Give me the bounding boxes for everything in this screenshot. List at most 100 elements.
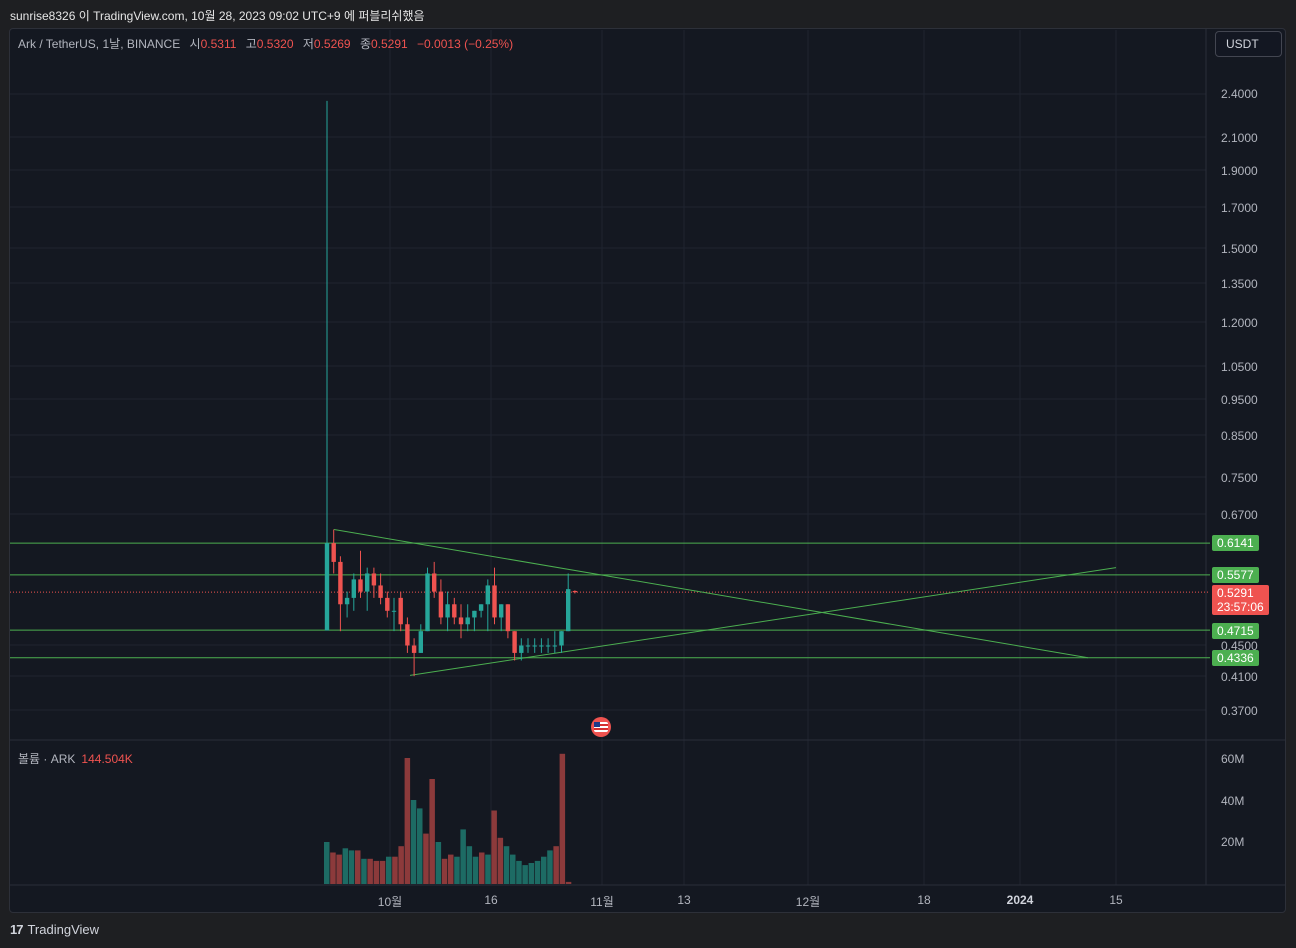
candle-body	[398, 597, 403, 625]
price-axis-label: 0.4100	[1221, 670, 1258, 684]
footer: 17 TradingView	[10, 922, 99, 937]
candle-body	[559, 631, 564, 646]
volume-bar	[348, 850, 355, 884]
level-tag[interactable]: 0.5577	[1212, 567, 1259, 583]
open-value: 0.5311	[200, 37, 237, 51]
price-axis-label: 0.4500	[1221, 639, 1258, 653]
volume-bar	[435, 842, 442, 884]
volume-bar	[441, 858, 448, 884]
volume-bar	[565, 881, 572, 884]
volume-bar	[547, 850, 553, 884]
currency-button[interactable]: USDT	[1215, 31, 1282, 57]
candle-body	[411, 645, 417, 653]
volume-bar	[423, 833, 429, 884]
candle-body	[425, 573, 430, 632]
price-axis-label: 0.6700	[1221, 508, 1258, 522]
candle-body	[365, 573, 370, 592]
volume-label[interactable]: 볼륨 · ARK	[18, 752, 76, 766]
us-flag-icon[interactable]	[591, 717, 611, 737]
candle-body	[532, 645, 537, 647]
volume-bar	[324, 842, 330, 884]
candle-body	[572, 590, 578, 593]
ascending-trendline	[409, 567, 1117, 676]
candle-body	[452, 604, 457, 618]
last-price-tag[interactable]: 0.5291 23:57:06	[1212, 585, 1269, 615]
candle-body	[324, 543, 330, 631]
volume-axis-label: 40M	[1221, 794, 1245, 808]
time-axis-label: 10월	[377, 895, 403, 909]
price-axis-label: 0.8500	[1221, 429, 1258, 443]
volume-bar	[355, 850, 361, 884]
volume-bar	[373, 860, 380, 884]
volume-bar	[379, 860, 386, 884]
time-axis-label: 16	[484, 893, 498, 907]
volume-bar	[454, 856, 460, 884]
price-axis-label: 0.7500	[1221, 471, 1258, 485]
candle-body	[351, 579, 356, 598]
volume-bar	[336, 854, 342, 884]
volume-axis-label: 60M	[1221, 752, 1245, 766]
volume-bar	[398, 846, 404, 884]
time-axis-label: 15	[1109, 893, 1123, 907]
volume-bar	[342, 848, 349, 884]
open-label: 시	[189, 37, 201, 51]
time-axis-label: 18	[917, 893, 931, 907]
descending-trendline	[333, 528, 1089, 659]
volume-bar	[528, 863, 535, 884]
candle-body	[525, 645, 531, 647]
candle-body	[405, 624, 410, 646]
level-tag[interactable]: 0.4715	[1212, 623, 1259, 639]
footer-brand[interactable]: TradingView	[27, 922, 100, 937]
time-axis-label: 13	[677, 893, 691, 907]
candle-body	[485, 585, 490, 605]
candle-body	[391, 610, 397, 612]
candle-body	[552, 645, 557, 647]
chart-frame[interactable]	[9, 28, 1286, 913]
candle-body	[432, 573, 437, 592]
candle-body	[566, 589, 571, 632]
volume-bar	[330, 852, 336, 884]
close-label: 종	[359, 37, 371, 51]
candle-body	[478, 604, 484, 611]
volume-bar	[367, 858, 373, 884]
candle-body	[539, 645, 544, 647]
volume-bar	[466, 846, 473, 884]
volume-bar	[541, 856, 547, 884]
level-tag[interactable]: 0.6141	[1212, 535, 1259, 551]
volume-bar	[503, 846, 510, 884]
candle-body	[492, 585, 497, 618]
volume-bar	[361, 858, 367, 884]
publish-header: sunrise8326 이 TradingView.com, 10월 28, 2…	[10, 9, 425, 23]
time-axis-label: 2024	[1006, 893, 1034, 907]
candle-body	[499, 604, 504, 618]
time-axis-label: 11월	[590, 895, 614, 909]
price-axis-label: 2.4000	[1221, 87, 1258, 101]
price-axis-label: 1.2000	[1221, 316, 1258, 330]
level-tag[interactable]: 0.4336	[1212, 650, 1259, 666]
volume-bar	[460, 829, 466, 884]
price-axis-label: 0.3700	[1221, 704, 1258, 718]
price-axis-label: 1.7000	[1221, 201, 1258, 215]
volume-bar	[448, 854, 454, 884]
volume-bar	[410, 800, 417, 884]
candle-body	[418, 631, 423, 653]
tradingview-logo-icon[interactable]: 17	[10, 922, 24, 937]
volume-bar	[522, 865, 528, 884]
price-axis-label: 1.0500	[1221, 360, 1258, 374]
candle-body	[338, 561, 343, 605]
low-label: 저	[302, 37, 314, 51]
time-axis-label: 12월	[795, 895, 821, 909]
volume-axis-label: 20M	[1221, 835, 1245, 849]
volume-bar	[516, 860, 522, 884]
close-value: 0.5291	[370, 37, 408, 51]
candle-body	[505, 604, 511, 632]
price-axis-label: 1.3500	[1221, 277, 1258, 291]
change-value: −0.0013 (−0.25%)	[417, 37, 514, 51]
volume-bar	[510, 854, 516, 884]
symbol-name[interactable]: Ark / TetherUS, 1날, BINANCE	[18, 37, 181, 51]
candle-body	[519, 645, 524, 653]
countdown-value: 23:57:06	[1217, 600, 1264, 614]
volume-value: 144.504K	[81, 752, 133, 766]
volume-bar	[491, 810, 497, 884]
